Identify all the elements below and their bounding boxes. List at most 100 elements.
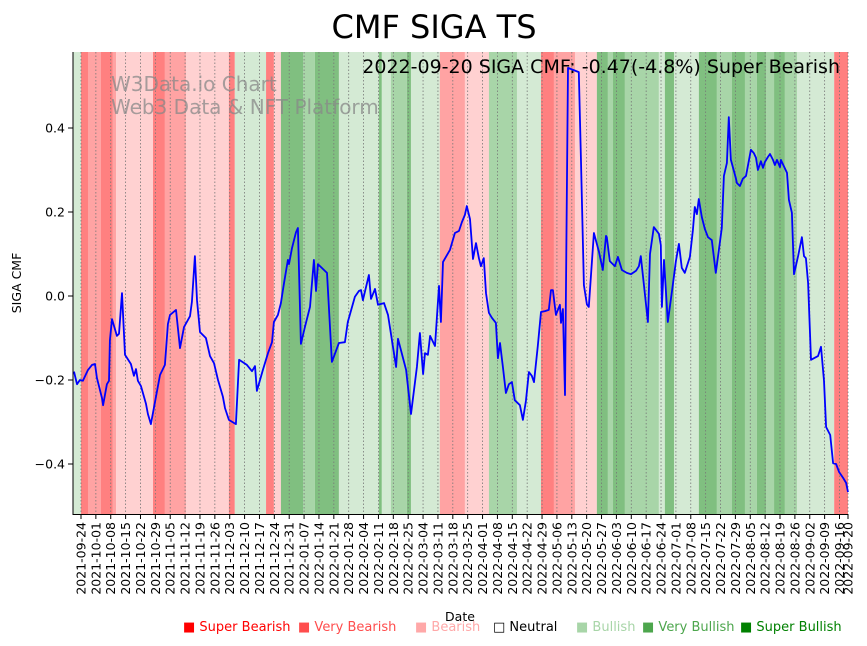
regime-band-very-bearish bbox=[553, 52, 575, 514]
y-axis-label: SIGA CMF bbox=[9, 253, 24, 314]
x-tick-label: 2022-07-01 bbox=[668, 522, 683, 595]
legend-label: Super Bearish bbox=[195, 620, 291, 635]
regime-band-very-bearish bbox=[88, 52, 101, 514]
latest-annotation: 2022-09-20 SIGA CMF: -0.47(-4.8%) Super … bbox=[362, 56, 840, 78]
x-tick-label: 2022-06-17 bbox=[639, 522, 654, 595]
legend-label: Bullish bbox=[588, 620, 636, 635]
x-tick-label: 2021-10-01 bbox=[88, 522, 103, 595]
legend-label: Very Bullish bbox=[654, 620, 735, 635]
regime-band-very-bullish bbox=[378, 52, 382, 514]
x-tick-label: 2022-05-20 bbox=[579, 522, 594, 595]
x-tick-label: 2022-06-24 bbox=[654, 522, 669, 595]
regime-band-very-bullish bbox=[731, 52, 745, 514]
legend-item-super-bearish: ■ Super Bearish bbox=[183, 618, 291, 638]
legend-item-super-bullish: ■ Super Bullish bbox=[740, 618, 842, 638]
x-tick-label: 2022-09-16 bbox=[832, 522, 847, 595]
regime-band-bearish bbox=[273, 52, 281, 514]
legend-swatch-icon: ■ bbox=[642, 620, 655, 635]
regime-band-very-bullish bbox=[596, 52, 608, 514]
x-tick-label: 2021-12-24 bbox=[267, 522, 282, 595]
x-grid bbox=[80, 52, 849, 514]
regime-band-super-bearish bbox=[100, 52, 113, 514]
x-tick-label: 2022-08-19 bbox=[773, 522, 788, 595]
x-tick-label: 2021-11-26 bbox=[207, 522, 222, 595]
x-tick-label: 2022-07-29 bbox=[728, 522, 743, 595]
legend-item-very-bearish: ■ Very Bearish bbox=[298, 618, 396, 638]
regime-band-super-bearish bbox=[540, 52, 554, 514]
regime-band-super-bearish bbox=[228, 52, 235, 514]
x-tick-label: 2022-03-11 bbox=[430, 522, 445, 595]
x-tick-label: 2022-05-13 bbox=[564, 522, 579, 595]
regime-band-very-bearish bbox=[112, 52, 117, 514]
axes bbox=[72, 52, 848, 515]
regime-band-super-bearish bbox=[153, 52, 165, 514]
regime-band-super-bearish bbox=[80, 52, 89, 514]
x-tick-label: 2022-03-25 bbox=[460, 522, 475, 595]
x-tick-label: 2022-04-22 bbox=[520, 522, 535, 595]
x-tick-label: 2022-09-02 bbox=[802, 522, 817, 595]
regime-band-neutral bbox=[673, 52, 699, 514]
x-tick-label: 2022-06-03 bbox=[609, 522, 624, 595]
x-tick-label: 2022-08-05 bbox=[743, 522, 758, 595]
regime-band-bearish bbox=[116, 52, 154, 514]
regime-band-very-bearish bbox=[439, 52, 465, 514]
regime-band-neutral bbox=[381, 52, 391, 514]
x-tick-label: 2022-01-07 bbox=[297, 522, 312, 595]
x-tick-label: 2022-05-27 bbox=[594, 522, 609, 595]
y-tick-label: −0.4 bbox=[35, 457, 65, 472]
legend-label: Super Bullish bbox=[752, 620, 842, 635]
legend-swatch-icon: ■ bbox=[740, 620, 753, 635]
y-ticks: −0.4 −0.2 0.0 0.2 0.4 bbox=[35, 121, 73, 472]
legend-swatch-icon: □ bbox=[493, 620, 506, 635]
regime-band-super-bearish bbox=[266, 52, 274, 514]
x-tick-label: 2021-10-08 bbox=[103, 522, 118, 595]
watermark-line-1: W3Data.io Chart bbox=[111, 72, 277, 96]
x-tick-label: 2022-02-18 bbox=[386, 522, 401, 595]
x-tick-label: 2021-10-29 bbox=[148, 522, 163, 595]
regime-band-bullish bbox=[607, 52, 614, 514]
chart-title: CMF SIGA TS bbox=[332, 8, 537, 46]
regime-band-very-bullish bbox=[698, 52, 717, 514]
x-tick-label: 2021-12-31 bbox=[282, 522, 297, 595]
x-tick-label: 2022-06-10 bbox=[624, 522, 639, 595]
x-tick-label: 2022-09-20 bbox=[841, 522, 856, 595]
legend-item-bearish: ■ Bearish bbox=[415, 618, 480, 638]
regime-band-bullish bbox=[744, 52, 757, 514]
x-tick-label: 2021-11-19 bbox=[192, 522, 207, 595]
regime-band-neutral bbox=[72, 52, 81, 514]
x-tick-label: 2022-03-18 bbox=[445, 522, 460, 595]
x-tick-label: 2022-02-25 bbox=[401, 522, 416, 595]
x-tick-label: 2021-11-05 bbox=[163, 522, 178, 595]
regime-band-very-bullish bbox=[756, 52, 766, 514]
regime-band-bullish bbox=[390, 52, 407, 514]
x-tick-label: 2022-04-15 bbox=[505, 522, 520, 595]
regime-band-very-bullish bbox=[613, 52, 625, 514]
x-tick-label: 2022-04-01 bbox=[475, 522, 490, 595]
legend-swatch-icon: ■ bbox=[183, 620, 196, 635]
x-tick-label: 2022-01-28 bbox=[341, 522, 356, 595]
x-tick-label: 2022-08-12 bbox=[758, 522, 773, 595]
legend-swatch-icon: ■ bbox=[576, 620, 589, 635]
x-tick-label: 2022-04-08 bbox=[490, 522, 505, 595]
regime-band-bearish bbox=[574, 52, 597, 514]
x-tick-label: 2021-12-17 bbox=[252, 522, 267, 595]
legend: ■ Super Bearish ■ Very Bearish ■ Bearish □ … bbox=[0, 618, 867, 638]
x-tick-label: 2022-07-08 bbox=[683, 522, 698, 595]
x-tick-label: 2022-07-15 bbox=[698, 522, 713, 595]
regime-band-very-bullish bbox=[664, 52, 674, 514]
legend-label: Neutral bbox=[505, 620, 558, 635]
regime-band-super-bearish bbox=[834, 52, 848, 514]
x-tick-label: 2022-01-14 bbox=[311, 522, 326, 595]
x-tick-label: 2022-02-11 bbox=[371, 522, 386, 595]
x-ticks: 2021-09-24 2021-10-01 2021-10-08 2021-10-15… bbox=[73, 514, 856, 595]
regime-band-neutral bbox=[797, 52, 835, 514]
legend-label: Bearish bbox=[427, 620, 481, 635]
y-tick-label: 0.2 bbox=[45, 205, 65, 220]
regime-band-very-bullish bbox=[774, 52, 785, 514]
legend-swatch-icon: ■ bbox=[415, 620, 428, 635]
x-tick-label: 2022-01-21 bbox=[326, 522, 341, 595]
y-tick-label: −0.2 bbox=[35, 373, 65, 388]
x-tick-label: 2021-11-12 bbox=[178, 522, 193, 595]
regime-band-very-bullish bbox=[280, 52, 304, 514]
y-tick-label: 0.0 bbox=[45, 289, 65, 304]
